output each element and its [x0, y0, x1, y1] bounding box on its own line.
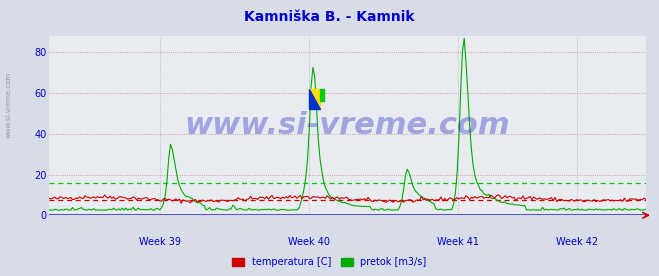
Legend: temperatura [C], pretok [m3/s]: temperatura [C], pretok [m3/s]	[229, 253, 430, 271]
Text: Week 39: Week 39	[139, 237, 181, 247]
Polygon shape	[309, 89, 320, 109]
Bar	[320, 89, 324, 101]
Text: Week 42: Week 42	[556, 237, 598, 247]
Polygon shape	[309, 89, 320, 109]
Text: Week 40: Week 40	[288, 237, 330, 247]
Text: Week 41: Week 41	[437, 237, 479, 247]
Text: Kamniška B. - Kamnik: Kamniška B. - Kamnik	[244, 10, 415, 24]
Text: www.si-vreme.com: www.si-vreme.com	[5, 72, 11, 138]
Text: www.si-vreme.com: www.si-vreme.com	[185, 111, 511, 140]
